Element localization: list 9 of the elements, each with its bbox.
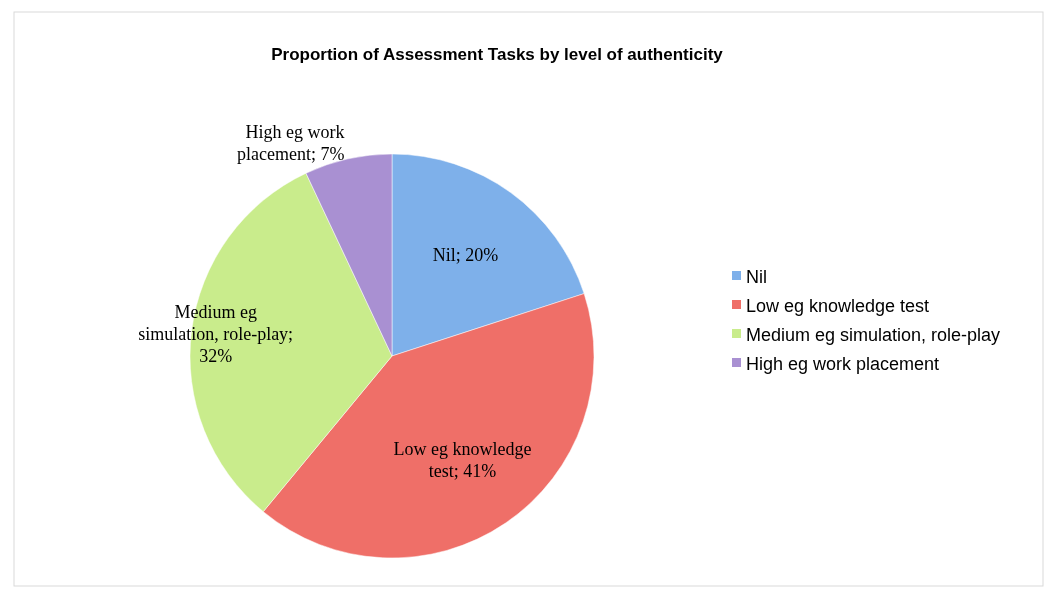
legend-label: Medium eg simulation, role-play <box>746 325 1001 345</box>
legend-label: Low eg knowledge test <box>746 296 930 316</box>
data-label: High eg work placement; 7% <box>236 122 345 165</box>
legend-label: Nil <box>746 267 767 287</box>
data-label: Medium eg simulation, role-play; 32% <box>138 301 294 366</box>
legend-label: High eg work placement <box>746 354 940 374</box>
data-label: Nil; 20% <box>432 244 499 265</box>
data-label: Low eg knowledge test; 41% <box>393 438 532 481</box>
chart-title: Proportion of Assessment Tasks by level of authenticity <box>271 45 724 64</box>
